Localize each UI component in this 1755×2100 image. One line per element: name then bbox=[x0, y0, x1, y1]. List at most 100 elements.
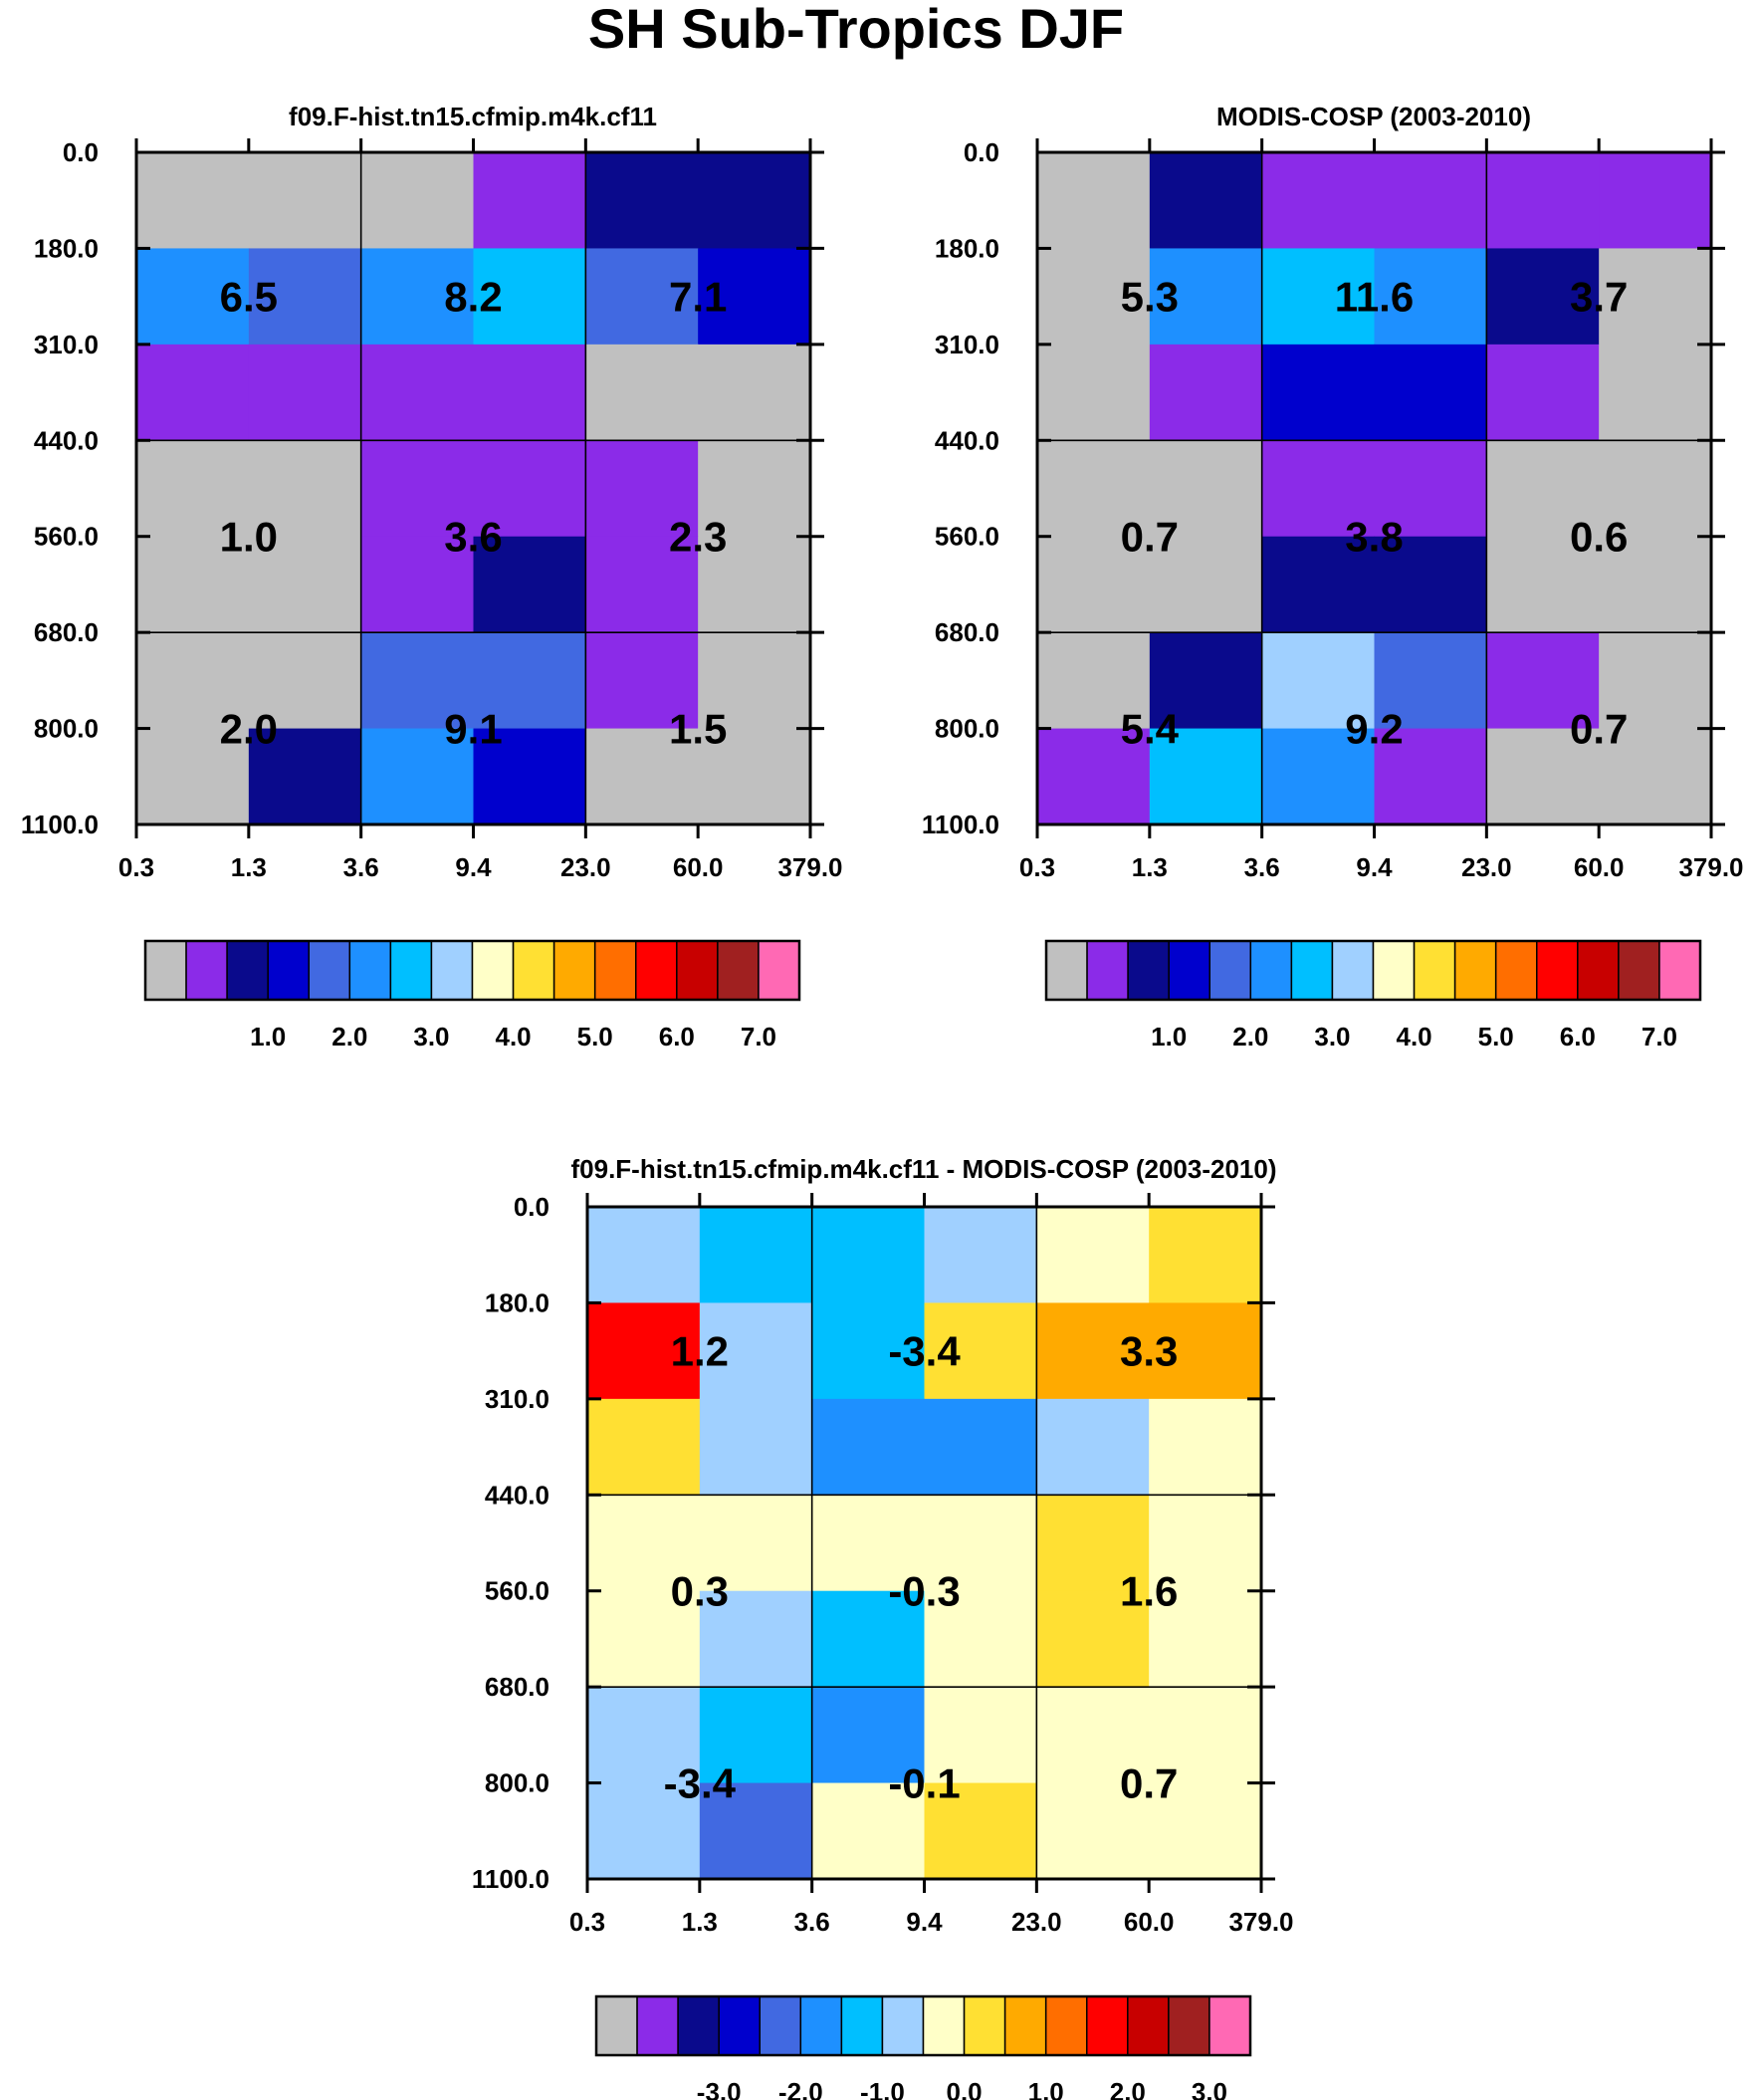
heatmap-cell bbox=[585, 536, 699, 633]
heatmap-cell bbox=[1261, 536, 1376, 633]
heatmap-cell bbox=[1261, 248, 1376, 346]
heatmap-cell bbox=[136, 728, 250, 825]
colorbar-swatch bbox=[799, 1995, 843, 2056]
heatmap-cell bbox=[698, 632, 811, 730]
cell-value-label: 0.7 bbox=[1121, 514, 1179, 561]
heatmap-cell bbox=[473, 632, 586, 730]
heatmap-cell bbox=[585, 440, 699, 538]
colorbar-swatch bbox=[471, 940, 515, 1001]
heatmap-cell bbox=[1261, 440, 1376, 538]
heatmap-cell bbox=[698, 440, 811, 538]
heatmap-cell bbox=[1486, 440, 1600, 538]
heatmap-cell bbox=[1374, 248, 1487, 346]
heatmap-cell bbox=[1486, 344, 1600, 441]
heatmap-cell bbox=[473, 728, 586, 825]
colorbar-label: 5.0 bbox=[1478, 1022, 1514, 1051]
y-tick-label: 1100.0 bbox=[472, 1864, 549, 1894]
heatmap-cell bbox=[1599, 536, 1712, 633]
cell-value-label: 3.8 bbox=[1345, 514, 1403, 561]
x-tick-label: 23.0 bbox=[560, 852, 611, 882]
heatmap-cell bbox=[587, 1207, 701, 1304]
heatmap-cell bbox=[1599, 440, 1712, 538]
heatmap-cell bbox=[699, 1302, 813, 1400]
x-tick-label: 379.0 bbox=[1678, 852, 1743, 882]
y-tick-label: 180.0 bbox=[34, 233, 99, 263]
cell-value-label: 9.1 bbox=[444, 706, 502, 753]
heatmap-cell bbox=[1149, 1207, 1262, 1304]
heatmap-cell bbox=[698, 344, 811, 441]
heatmap-cell bbox=[248, 536, 362, 633]
y-tick-label: 560.0 bbox=[935, 522, 999, 552]
heatmap-cell bbox=[248, 440, 362, 538]
heatmap-cell bbox=[1599, 632, 1712, 730]
heatmap-cell bbox=[1036, 1302, 1150, 1400]
heatmap-cell bbox=[587, 1495, 701, 1592]
colorbar-frame bbox=[1044, 939, 1702, 1002]
heatmap-cell bbox=[360, 248, 475, 346]
colorbar-label: 6.0 bbox=[659, 1022, 695, 1051]
heatmap-cell bbox=[924, 1302, 1037, 1400]
x-tick-label: 0.3 bbox=[1019, 852, 1055, 882]
colorbar-swatch bbox=[308, 940, 351, 1001]
heatmap-cell bbox=[1149, 632, 1263, 730]
heatmap-cell bbox=[924, 1687, 1037, 1784]
colorbar-swatch bbox=[1208, 940, 1252, 1001]
colorbar-label: 3.0 bbox=[1314, 1022, 1350, 1051]
colorbar-swatch bbox=[552, 940, 596, 1001]
heatmap-cell bbox=[360, 536, 475, 633]
heatmap-cell bbox=[585, 152, 699, 250]
x-tick-label: 1.3 bbox=[1132, 852, 1168, 882]
x-tick-label: 9.4 bbox=[906, 1907, 943, 1937]
colorbar-swatch bbox=[1658, 940, 1701, 1001]
cell-value-label: 3.3 bbox=[1120, 1328, 1178, 1375]
heatmap-cell bbox=[136, 440, 250, 538]
heatmap-cell bbox=[587, 1302, 701, 1400]
cell-value-label: 1.2 bbox=[671, 1328, 729, 1375]
heatmap-cell bbox=[473, 248, 586, 346]
colorbar-swatch bbox=[922, 1995, 966, 2056]
y-tick-label: 800.0 bbox=[34, 714, 99, 744]
y-tick-label: 310.0 bbox=[34, 330, 99, 359]
colorbar-swatch bbox=[1536, 940, 1579, 1001]
heatmap-cell bbox=[1037, 152, 1151, 250]
heatmap-cell bbox=[585, 632, 699, 730]
heatmap-cell bbox=[1374, 152, 1487, 250]
heatmap-cell bbox=[136, 248, 250, 346]
y-tick-label: 180.0 bbox=[485, 1287, 549, 1317]
heatmap-cell bbox=[1486, 632, 1600, 730]
heatmap-cell bbox=[1149, 1782, 1262, 1880]
x-tick-label: 60.0 bbox=[673, 852, 724, 882]
heatmap-cell bbox=[1037, 248, 1151, 346]
heatmap-cell bbox=[811, 1495, 926, 1592]
heatmap-cell bbox=[924, 1590, 1037, 1688]
x-tick-label: 0.3 bbox=[118, 852, 154, 882]
heatmap-cell bbox=[360, 728, 475, 825]
colorbar-frame bbox=[143, 939, 801, 1002]
colorbar-label: 5.0 bbox=[577, 1022, 613, 1051]
heatmap-cell bbox=[1599, 728, 1712, 825]
x-tick-label: 9.4 bbox=[455, 852, 492, 882]
heatmap-cell bbox=[698, 536, 811, 633]
heatmap-cell bbox=[1149, 440, 1263, 538]
cell-value-label: -3.4 bbox=[664, 1760, 737, 1807]
colorbar-swatch bbox=[348, 940, 392, 1001]
heatmap-cell bbox=[1374, 344, 1487, 441]
colorbar-swatch bbox=[1290, 940, 1334, 1001]
heatmap-cell bbox=[924, 1398, 1037, 1496]
y-tick-label: 310.0 bbox=[935, 330, 999, 359]
colorbar-swatch bbox=[1044, 1995, 1088, 2056]
colorbar-label: 7.0 bbox=[1642, 1022, 1677, 1051]
colorbar-swatch bbox=[512, 940, 555, 1001]
heatmap-cell bbox=[1037, 536, 1151, 633]
x-tick-label: 23.0 bbox=[1011, 1907, 1062, 1937]
y-tick-label: 800.0 bbox=[935, 714, 999, 744]
heatmap-panel-2: MODIS-COSP (2003-2010) 0.0 180.0 310.0 440.0… bbox=[922, 102, 1744, 1051]
colorbar-label: 2.0 bbox=[331, 1022, 367, 1051]
heatmap-cell bbox=[811, 1398, 926, 1496]
heatmap-cell bbox=[698, 728, 811, 825]
colorbar-swatch bbox=[144, 940, 187, 1001]
colorbar-label: -3.0 bbox=[697, 2077, 742, 2100]
y-tick-label: 310.0 bbox=[485, 1384, 549, 1414]
heatmap-cell bbox=[699, 1207, 813, 1304]
colorbar-swatch bbox=[840, 1995, 884, 2056]
